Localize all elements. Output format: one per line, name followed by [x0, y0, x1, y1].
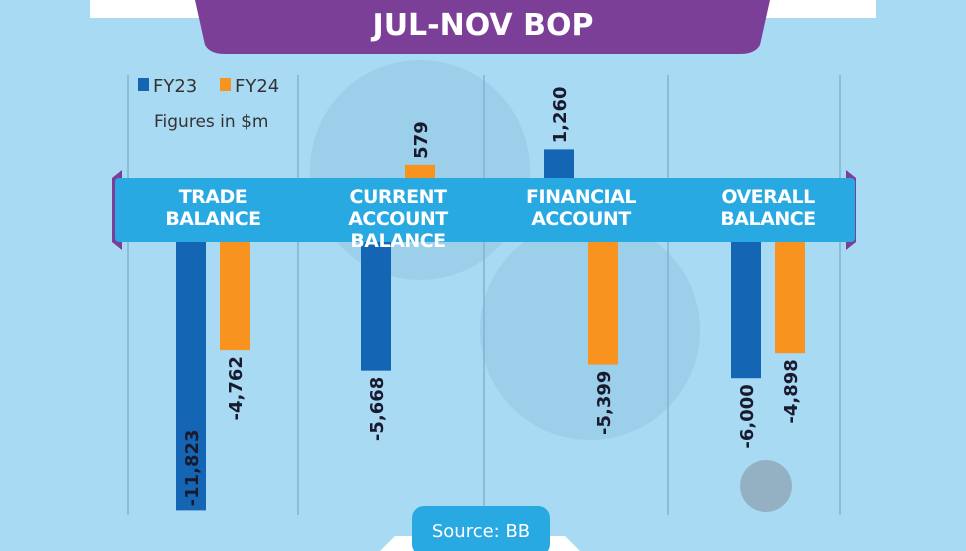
logo — [740, 460, 792, 512]
legend-swatch — [220, 78, 231, 91]
value-label: -4,898 — [781, 359, 802, 423]
bar — [405, 164, 435, 178]
category-label: CURRENT ACCOUNT BALANCE — [348, 186, 448, 252]
title-banner — [195, 0, 770, 54]
bar — [775, 242, 805, 354]
legend-label: FY23 — [153, 76, 197, 97]
source: Source: BB — [432, 521, 530, 542]
category-label: OVERALL BALANCE — [720, 186, 816, 230]
bar — [220, 242, 250, 351]
bar — [176, 242, 206, 511]
bar — [544, 149, 574, 178]
value-label: -6,000 — [737, 384, 758, 448]
category-label: FINANCIAL ACCOUNT — [526, 186, 636, 230]
value-label: 579 — [411, 121, 432, 159]
ribbon — [115, 178, 855, 242]
source-badge — [412, 506, 550, 551]
bar — [361, 242, 391, 371]
column-dividers — [127, 75, 841, 515]
legend-swatch — [138, 78, 149, 91]
legend-label: FY24 — [235, 76, 279, 97]
title: JUL-NOV BOP — [371, 8, 594, 43]
value-label: -4,762 — [226, 356, 247, 420]
bar — [588, 242, 618, 365]
value-label: -5,668 — [367, 377, 388, 441]
value-label: 1,260 — [550, 86, 571, 143]
value-label: -5,399 — [594, 371, 615, 435]
note: Figures in $m — [154, 112, 268, 132]
bar — [731, 242, 761, 379]
category-label: TRADE BALANCE — [165, 186, 261, 230]
value-label: -11,823 — [182, 429, 203, 506]
